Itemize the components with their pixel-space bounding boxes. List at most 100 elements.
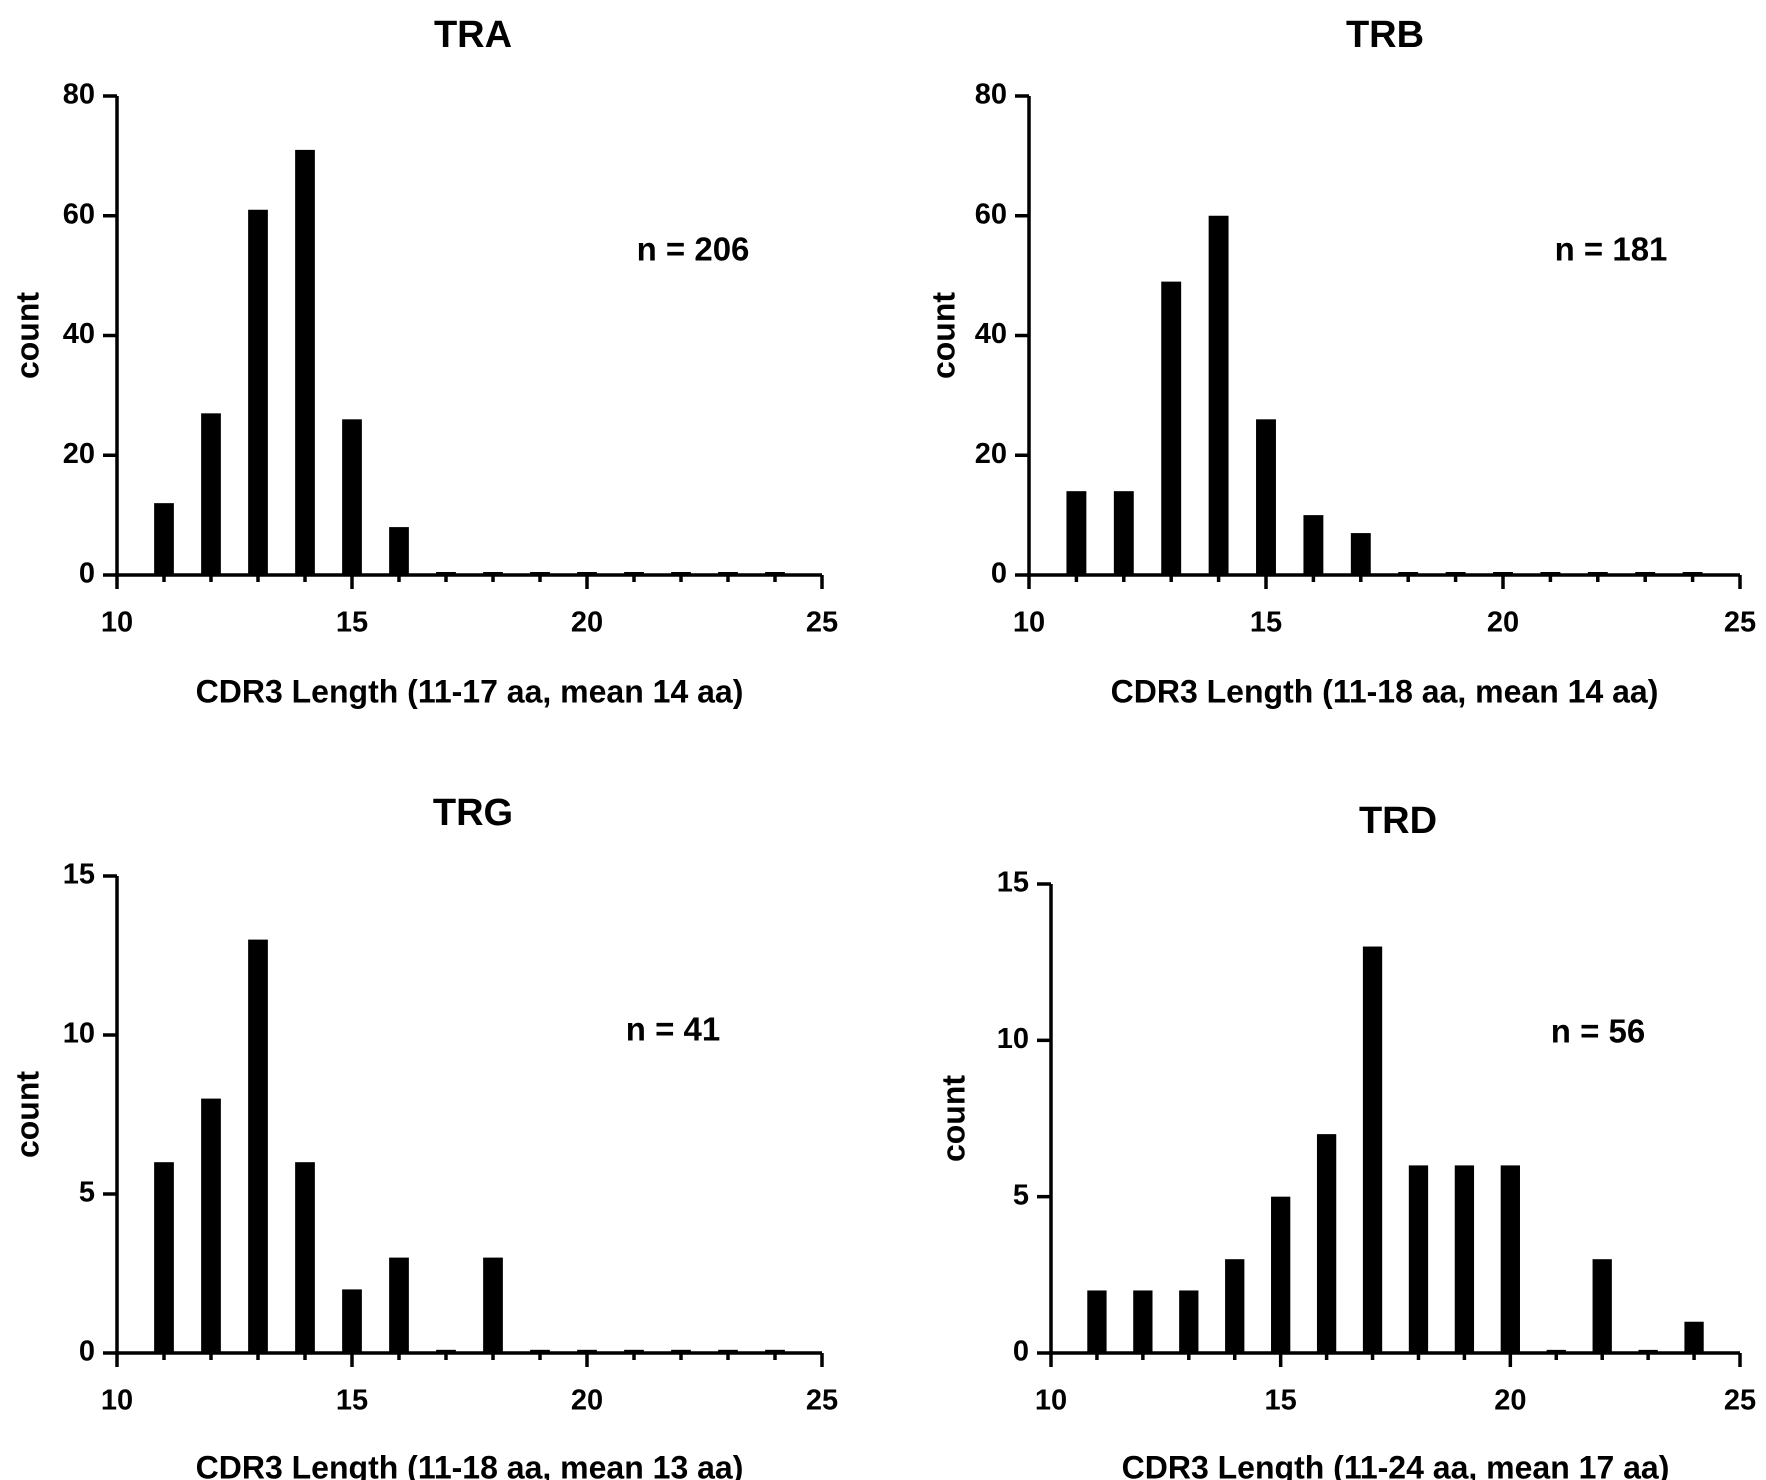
bar-trb-15 xyxy=(1256,419,1276,575)
bar-trg-17 xyxy=(436,1349,456,1353)
bar-tra-11 xyxy=(154,503,174,575)
y-tick-label: 20 xyxy=(63,438,95,470)
chart-panel-tra: TRA 0 20 40 60 80 10 15 20 25 n = 206 CDR3 Length (… xyxy=(9,14,838,709)
y-tick-label: 5 xyxy=(79,1177,95,1209)
x-tick-label: 25 xyxy=(806,607,838,639)
bar-trg-12 xyxy=(201,1098,221,1353)
y-tick-label: 40 xyxy=(63,318,95,350)
bar-trg-22 xyxy=(671,1349,691,1353)
bar-trd-16 xyxy=(1316,1134,1337,1353)
bar-tra-13 xyxy=(248,209,268,575)
bar-tra-12 xyxy=(201,413,221,575)
bar-trd-15 xyxy=(1271,1196,1291,1353)
y-axis-label: count xyxy=(9,1071,45,1158)
x-tick-label: 25 xyxy=(1724,1385,1756,1417)
sample-size-label: n = 206 xyxy=(637,231,750,268)
x-tick-label: 15 xyxy=(336,607,368,639)
x-tick-label: 20 xyxy=(1487,607,1519,639)
y-tick-label: 15 xyxy=(997,867,1029,899)
x-axis-label: CDR3 Length (11-18 aa, mean 13 aa) xyxy=(196,1449,744,1480)
bar-trd-18 xyxy=(1408,1165,1429,1353)
bar-tra-15 xyxy=(342,419,362,575)
x-tick-label: 25 xyxy=(806,1385,838,1417)
bar-tra-20 xyxy=(577,572,597,575)
bar-tra-24 xyxy=(765,572,785,575)
bar-trb-16 xyxy=(1303,515,1324,575)
bar-trb-20 xyxy=(1493,572,1513,575)
bar-tra-22 xyxy=(671,572,691,575)
bar-trg-16 xyxy=(389,1257,409,1353)
bar-trd-21 xyxy=(1546,1349,1566,1353)
bar-trg-11 xyxy=(154,1162,174,1353)
x-tick-label: 20 xyxy=(571,607,603,639)
x-tick-label: 15 xyxy=(336,1385,368,1417)
y-tick-label: 80 xyxy=(975,79,1007,111)
bar-tra-19 xyxy=(530,572,550,575)
y-axis-label: count xyxy=(9,292,45,379)
y-tick-label: 0 xyxy=(79,1336,95,1368)
bar-trg-14 xyxy=(295,1162,315,1353)
bar-tra-23 xyxy=(718,572,738,575)
bar-tra-21 xyxy=(624,572,644,575)
bar-trg-18 xyxy=(483,1257,503,1353)
bar-trb-19 xyxy=(1445,572,1466,575)
bar-trb-18 xyxy=(1398,572,1419,575)
bar-trb-14 xyxy=(1208,215,1229,575)
bar-trb-23 xyxy=(1635,572,1656,575)
bar-trd-17 xyxy=(1362,946,1383,1353)
y-axis-label: count xyxy=(935,1075,971,1162)
sample-size-label: n = 181 xyxy=(1555,231,1668,268)
y-tick-label: 0 xyxy=(1013,1336,1029,1368)
bar-trd-12 xyxy=(1133,1290,1153,1353)
bar-trg-19 xyxy=(530,1349,550,1353)
sample-size-label: n = 56 xyxy=(1551,1013,1645,1050)
y-tick-label: 0 xyxy=(79,558,95,590)
bar-trd-14 xyxy=(1225,1259,1245,1353)
y-tick-label: 80 xyxy=(63,79,95,111)
bar-trg-23 xyxy=(718,1349,738,1353)
bar-trd-13 xyxy=(1179,1290,1199,1353)
bar-trb-22 xyxy=(1587,572,1608,575)
chart-title: TRG xyxy=(433,792,513,834)
x-tick-label: 25 xyxy=(1724,607,1756,639)
bar-trb-13 xyxy=(1161,281,1182,575)
chart-panel-trg: TRG 0 5 10 15 10 15 20 25 n = 41 CDR3 Length (11-1… xyxy=(9,792,838,1480)
x-tick-label: 20 xyxy=(571,1385,603,1417)
bar-trd-11 xyxy=(1087,1290,1107,1353)
y-tick-label: 20 xyxy=(975,438,1007,470)
y-tick-label: 40 xyxy=(975,318,1007,350)
bar-trd-19 xyxy=(1454,1165,1475,1353)
bar-trd-22 xyxy=(1592,1259,1612,1353)
x-tick-label: 15 xyxy=(1250,607,1282,639)
bar-trg-21 xyxy=(624,1349,644,1353)
sample-size-label: n = 41 xyxy=(626,1011,720,1048)
x-axis-label: CDR3 Length (11-18 aa, mean 14 aa) xyxy=(1111,673,1659,709)
bar-trd-23 xyxy=(1638,1349,1658,1353)
x-axis-label: CDR3 Length (11-17 aa, mean 14 aa) xyxy=(196,673,744,709)
y-tick-label: 15 xyxy=(63,859,95,891)
chart-title: TRB xyxy=(1346,14,1424,56)
chart-title: TRD xyxy=(1359,800,1437,842)
y-axis-label: count xyxy=(925,292,961,379)
bar-tra-17 xyxy=(436,572,456,575)
bar-trd-24 xyxy=(1684,1321,1704,1353)
bar-trb-21 xyxy=(1540,572,1561,575)
y-tick-label: 60 xyxy=(63,198,95,230)
x-tick-label: 15 xyxy=(1265,1385,1297,1417)
bar-trb-12 xyxy=(1113,491,1134,575)
x-tick-label: 10 xyxy=(101,607,133,639)
bar-trb-17 xyxy=(1350,533,1371,575)
bar-trb-24 xyxy=(1682,572,1703,575)
x-tick-label: 10 xyxy=(1035,1385,1067,1417)
chart-panel-trb: TRB 0 20 40 60 80 10 15 20 25 n = 181 CDR3 Length (… xyxy=(925,14,1756,709)
bar-trg-15 xyxy=(342,1289,362,1353)
bar-trg-24 xyxy=(765,1349,785,1353)
y-tick-label: 10 xyxy=(63,1018,95,1050)
bar-tra-14 xyxy=(295,149,315,575)
chart-title: TRA xyxy=(434,14,512,56)
y-tick-label: 5 xyxy=(1013,1179,1029,1211)
chart-panel-trd: TRD 0 5 10 15 10 15 20 25 n = 56 CDR3 Length (11-2… xyxy=(935,800,1756,1480)
x-tick-label: 10 xyxy=(1013,607,1045,639)
y-tick-label: 60 xyxy=(975,198,1007,230)
